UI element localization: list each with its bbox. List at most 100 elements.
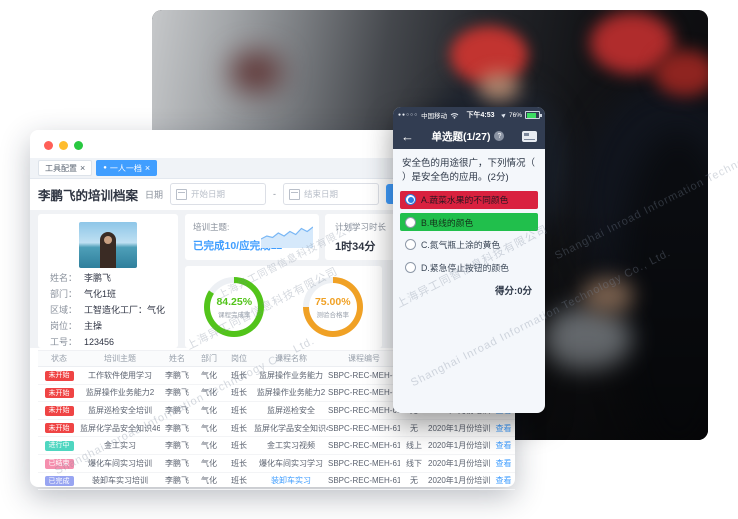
radio-icon[interactable] xyxy=(405,216,416,228)
maximize-window-button[interactable] xyxy=(74,141,83,150)
code-cell: SBPC-REC-MEH-617 xyxy=(328,441,400,451)
topic-cell: 监屏化学品安全知识4609 xyxy=(80,423,160,433)
course-cell: 监屏操作业务能力 xyxy=(259,370,323,380)
name-cell: 李鹏飞 xyxy=(165,423,189,433)
phone-nav-bar: ← 单选题(1/27) ? xyxy=(393,123,545,149)
action-cell[interactable]: 查看 xyxy=(495,423,512,433)
worker-hand xyxy=(582,278,634,314)
donut-percent: 75.00% xyxy=(314,295,351,308)
option-A[interactable]: A.蔬菜水果的不同颜色 xyxy=(400,190,538,209)
close-tab-icon[interactable]: × xyxy=(144,162,151,173)
column-header: 培训主题 xyxy=(104,354,136,363)
radio-icon[interactable] xyxy=(405,239,416,251)
end-date-input[interactable]: 结束日期 xyxy=(283,183,380,205)
dept-cell: 气化 xyxy=(201,458,217,468)
code-cell: SBPC-REC-MEH-617 xyxy=(328,405,400,415)
course-cell: 监屏操作业务能力2 xyxy=(256,388,326,398)
code-cell: SBPC-REC-MEH-617 xyxy=(328,423,400,433)
option-label: B.电线的颜色 xyxy=(421,217,474,228)
name-cell: 李鹏飞 xyxy=(165,458,189,468)
code-cell: SBPC-REC-MEH-617 xyxy=(328,458,400,468)
answer-card-icon[interactable] xyxy=(522,130,537,142)
status-cell: 未开始 xyxy=(38,405,80,416)
donut-card: 84.25% 课程完成率 75.00% 测验合格率 xyxy=(185,266,382,348)
topic-cell: 金工实习 xyxy=(104,441,136,451)
dept-cell: 气化 xyxy=(201,441,217,451)
calendar-icon xyxy=(289,188,301,200)
mode-cell: 无 xyxy=(410,423,418,433)
table-row[interactable]: 未开始监屏化学品安全知识4609李鹏飞气化班长监屏化学品安全知识4609SBPC… xyxy=(38,420,515,438)
start-date-placeholder: 开始日期 xyxy=(191,189,226,199)
radio-icon[interactable] xyxy=(405,194,416,206)
paper-document xyxy=(540,308,632,370)
clock-label: 下午4:53 xyxy=(466,112,495,119)
course-cell[interactable]: 装卸车实习 xyxy=(271,476,311,486)
close-tab-icon[interactable]: × xyxy=(80,162,86,173)
action-cell[interactable]: 查看 xyxy=(495,458,512,468)
tab-label: 工具配置 xyxy=(45,163,77,173)
mode-cell: 线上 xyxy=(406,441,422,451)
tab-tool-config[interactable]: 工具配置 × xyxy=(38,160,93,176)
help-icon[interactable]: ? xyxy=(494,131,505,141)
training-topic-card: 培训主题: 已完成10/应完成12 xyxy=(185,214,319,260)
action-cell[interactable]: 查看 xyxy=(495,476,512,486)
table-row[interactable]: 已完成 装卸车实习培训 李鹏飞 气化 班长 装卸车实习 SBPC-REC-MEH-617 无 2… xyxy=(38,473,515,491)
table-row[interactable]: 已结束 爆化车间实习培训 李鹏飞 气化 班长 爆化车间实习学习 SBPC-REC-MEH-6… xyxy=(38,455,515,473)
start-date-input[interactable]: 开始日期 xyxy=(170,183,267,205)
back-arrow-icon[interactable]: ← xyxy=(401,128,414,144)
phone-status-bar: ●●○○○ 中国移动 下午4:53 76% xyxy=(393,107,545,123)
name-cell: 李鹏飞 xyxy=(165,476,189,486)
question-text: 安全色的用途很广，下列情况（ ）是安全色的应用。(2分) xyxy=(402,158,536,183)
date-separator: - xyxy=(273,189,277,199)
plan-label: 计划学习时长 xyxy=(335,222,387,232)
plan-value: 1时34分 xyxy=(335,241,376,253)
tab-person-archive[interactable]: ● 一人一档 × xyxy=(96,160,158,176)
question-counter-title: 单选题(1/27) xyxy=(431,130,491,143)
options-list: A.蔬菜水果的不同颜色 B.电线的颜色 C.氮气瓶上涂的黄色 D.紧急停止按钮的颜色 xyxy=(393,190,545,277)
code-cell: SBPC-REC-MEH-617 xyxy=(328,370,400,380)
plan-cell: 2020年1月份培训计划 xyxy=(428,458,490,468)
donut-label: 课程完成率 xyxy=(218,311,251,319)
radio-icon[interactable] xyxy=(405,261,416,273)
signal-strength-icon: ●●○○○ xyxy=(398,112,419,118)
column-header: 课程编号 xyxy=(348,354,380,363)
status-right-cluster: 76% xyxy=(501,111,542,119)
course-cell: 监屏化学品安全知识4609 xyxy=(254,423,328,433)
topic-label: 培训主题: xyxy=(193,222,230,232)
post-cell: 班长 xyxy=(231,388,247,398)
donut-course-completion: 84.25% 课程完成率 xyxy=(204,277,265,337)
code-cell: SBPC-REC-MEH-617 xyxy=(328,476,400,486)
status-badge: 进行中 xyxy=(44,440,74,451)
donut-quiz-pass: 75.00% 测验合格率 xyxy=(302,277,363,337)
topic-cell: 监屏巡检安全培训 xyxy=(88,405,152,415)
wifi-icon xyxy=(450,112,459,119)
option-B[interactable]: B.电线的颜色 xyxy=(400,213,538,232)
profile-field: 岗位： 主操 xyxy=(50,321,103,331)
option-D[interactable]: D.紧急停止按钮的颜色 xyxy=(400,258,538,276)
location-arrow-icon xyxy=(501,112,507,118)
red-hardhat xyxy=(230,52,282,92)
action-cell[interactable]: 查看 xyxy=(495,441,512,451)
date-range-label: 日期 xyxy=(145,189,164,200)
calendar-icon xyxy=(176,188,188,200)
page-title: 李鹏飞的培训档案 xyxy=(38,188,139,203)
dept-cell: 气化 xyxy=(201,476,217,486)
dept-cell: 气化 xyxy=(201,423,217,433)
mode-cell: 无 xyxy=(410,476,418,486)
status-cell: 进行中 xyxy=(38,440,80,451)
option-C[interactable]: C.氮气瓶上涂的黄色 xyxy=(400,236,538,254)
table-row[interactable]: 进行中 金工实习 李鹏飞 气化 班长 金工实习视频 SBPC-REC-MEH-617 线上 20… xyxy=(38,437,515,455)
status-cell: 未开始 xyxy=(38,423,80,434)
mode-cell: 线下 xyxy=(406,458,422,468)
plan-cell: 2020年1月份培训计划 xyxy=(428,423,490,433)
close-window-button[interactable] xyxy=(44,141,53,150)
post-cell: 班长 xyxy=(231,405,247,415)
end-date-placeholder: 结束日期 xyxy=(304,189,339,199)
status-cell: 已完成 xyxy=(38,476,80,487)
status-badge: 未开始 xyxy=(44,388,74,399)
minimize-window-button[interactable] xyxy=(59,141,68,150)
dept-cell: 气化 xyxy=(201,405,217,415)
column-header: 姓名 xyxy=(169,354,185,363)
option-label: A.蔬菜水果的不同颜色 xyxy=(421,195,509,206)
